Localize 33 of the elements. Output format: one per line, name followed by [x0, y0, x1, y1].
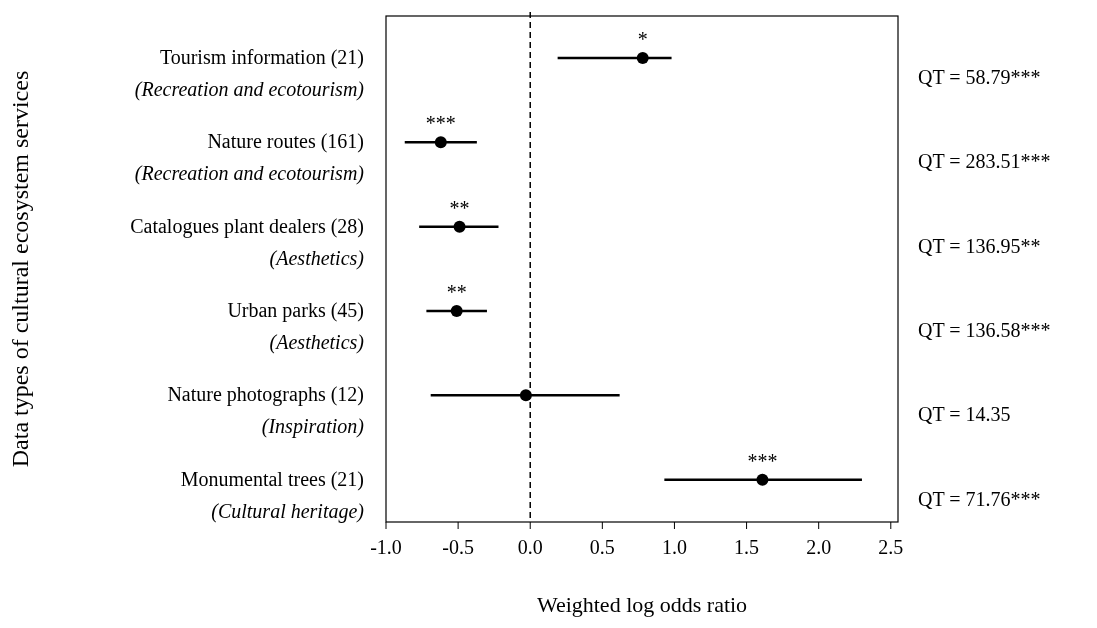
x-tick-label: -1.0	[370, 536, 402, 558]
x-axis-title: Weighted log odds ratio	[536, 592, 748, 617]
text: QT = 14.35	[918, 403, 1011, 426]
data-label: **	[449, 196, 470, 219]
data-label: **	[446, 281, 467, 303]
data-label: ***	[747, 449, 778, 472]
point	[434, 136, 447, 149]
text: QT = 136.95**	[918, 234, 1041, 257]
point	[756, 473, 769, 486]
x-tick-label: 0.0	[517, 536, 543, 558]
point	[636, 52, 649, 64]
x-tick-label: 2.5	[878, 536, 904, 558]
y-tick-label: Monumental trees (21) (Cultural heritage)	[180, 467, 365, 523]
y-tick-label: Nature photographs (12) (Inspiration)	[167, 383, 365, 439]
x-tick-label: 1.0	[661, 536, 687, 558]
text: QT = 136.58***	[918, 319, 1051, 341]
x-tick-label: -0.5	[442, 536, 474, 558]
text: QT = 283.51***	[918, 150, 1051, 173]
data-label: *	[637, 28, 648, 50]
x-tick-label: 0.5	[589, 536, 615, 558]
text: QT = 58.79***	[918, 66, 1041, 88]
y-tick-label: Nature routes (161) (Recreation and ecotourism)	[134, 130, 365, 186]
point	[519, 389, 532, 402]
y-tick-label: Tourism information (21) (Recreation and ecotourism)	[134, 46, 365, 101]
point	[453, 220, 466, 233]
x-tick-label: 1.5	[734, 536, 760, 558]
x-tick-label: 2.0	[806, 536, 832, 558]
text: QT = 71.76***	[918, 487, 1041, 510]
y-axis-title: Data types of cultural ecosystem services	[7, 70, 33, 468]
y-tick-label: Urban parks (45) (Aesthetics)	[227, 299, 365, 354]
point	[450, 305, 463, 317]
y-tick-label: Catalogues plant dealers (28) (Aesthetics)	[130, 214, 365, 270]
data-label: ***	[425, 112, 456, 135]
